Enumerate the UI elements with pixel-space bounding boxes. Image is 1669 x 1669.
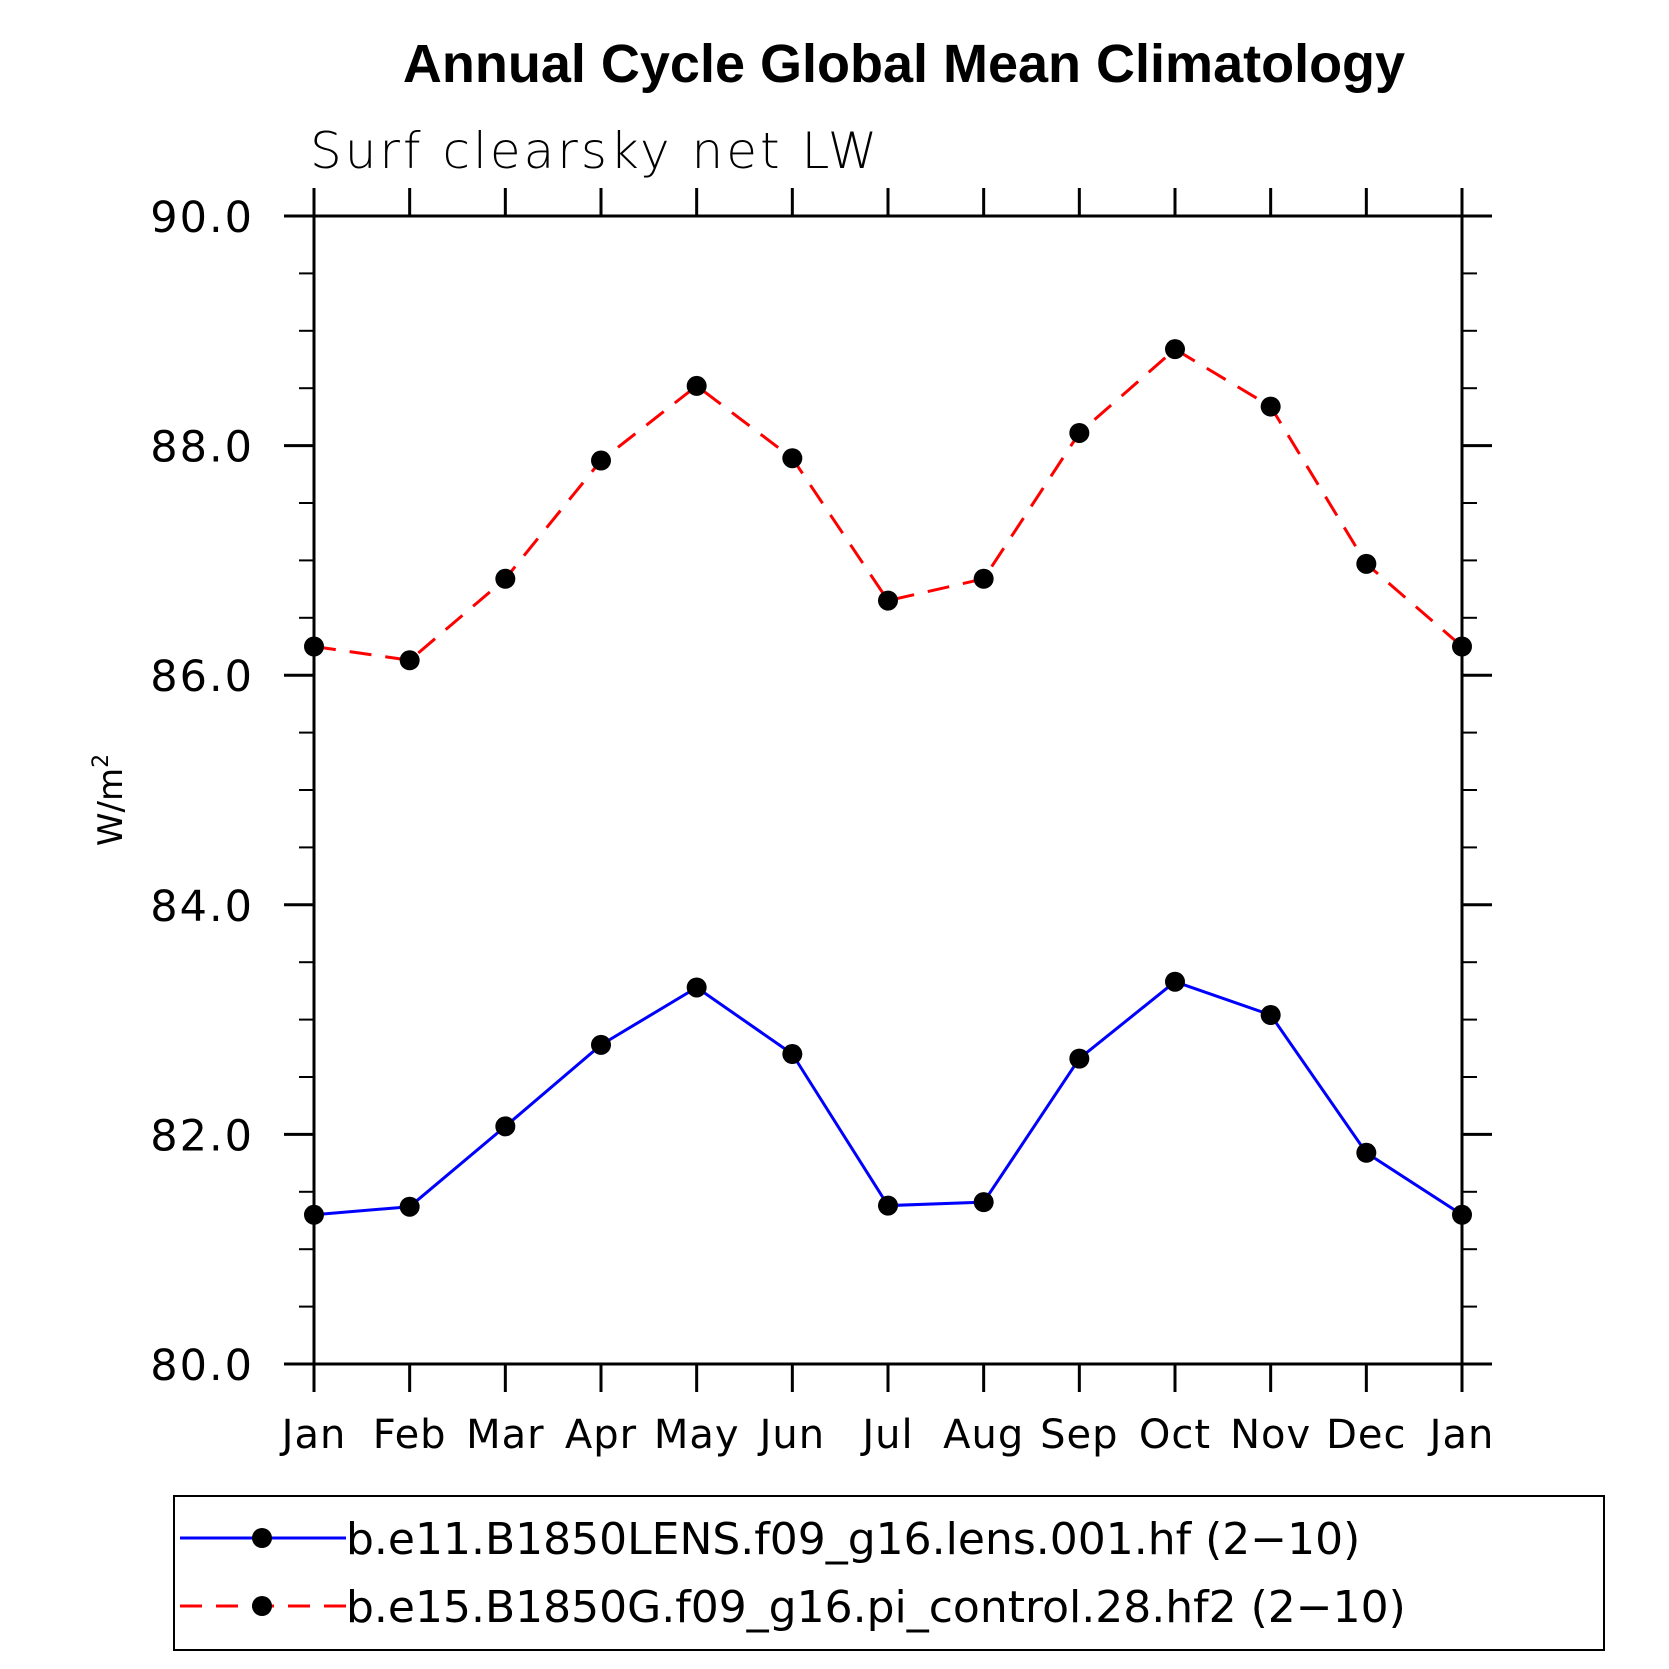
legend-label-blue: b.e11.B1850LENS.f09_g16.lens.001.hf (2−1…: [346, 1514, 1360, 1565]
x-tick-label: May: [654, 1412, 740, 1458]
x-tick-label: Nov: [1230, 1412, 1311, 1458]
plot-frame: [312, 214, 1464, 1366]
series-line-1: [313, 347, 1463, 662]
y-tick-label: 88.0: [150, 423, 254, 473]
x-tick-label: Sep: [1040, 1412, 1118, 1458]
x-tick-label: Apr: [565, 1412, 637, 1458]
svg-text:W/m2: W/m2: [89, 754, 131, 846]
data-point-series-1: [878, 590, 898, 611]
legend-box: [173, 1495, 1605, 1651]
series-lines: [313, 347, 1463, 1217]
x-tick-label: Jan: [279, 1412, 347, 1458]
chart-subtitle: Surf clearsky net LW: [310, 122, 880, 180]
data-point-series-0: [591, 1034, 611, 1055]
x-tick-label: Aug: [943, 1412, 1024, 1458]
y-tick-label: 84.0: [150, 882, 254, 932]
data-point-series-0: [495, 1116, 516, 1137]
data-point-series-0: [1452, 1204, 1472, 1225]
y-tick-label: 80.0: [150, 1341, 254, 1391]
y-axis-label-base: W/m: [91, 768, 131, 846]
y-tick-label: 86.0: [150, 652, 254, 702]
x-tick-label: Oct: [1139, 1412, 1211, 1458]
data-point-series-0: [304, 1204, 324, 1225]
data-point-series-1: [1452, 636, 1472, 657]
data-point-series-0: [1260, 1005, 1281, 1026]
data-point-series-0: [686, 977, 707, 998]
data-point-series-0: [878, 1195, 898, 1216]
legend-marker-red: [252, 1596, 272, 1616]
data-point-series-0: [399, 1196, 420, 1217]
data-point-series-1: [1165, 339, 1185, 360]
data-point-series-1: [1260, 396, 1281, 417]
series-markers: [304, 339, 1472, 1225]
legend-label-red: b.e15.B1850G.f09_g16.pi_control.28.hf2 (…: [346, 1582, 1406, 1633]
series-line-0: [313, 980, 1463, 1217]
y-axis-label-superscript: 2: [89, 754, 114, 768]
data-point-series-0: [1069, 1048, 1090, 1069]
data-point-series-0: [1356, 1142, 1377, 1163]
data-point-series-1: [495, 568, 516, 589]
legend-marker-blue: [252, 1528, 272, 1548]
data-point-series-1: [1069, 422, 1090, 443]
y-tick-label: 82.0: [150, 1111, 254, 1161]
x-tick-label: Feb: [373, 1412, 447, 1458]
x-tick-label: Dec: [1326, 1412, 1406, 1458]
data-point-series-0: [1165, 971, 1185, 992]
chart-title: Annual Cycle Global Mean Climatology: [403, 34, 1405, 94]
y-axis-label: W/m2: [89, 754, 131, 846]
data-point-series-1: [782, 448, 803, 469]
axis-ticks: [284, 188, 1492, 1392]
legend: b.e11.B1850LENS.f09_g16.lens.001.hf (2−1…: [173, 1495, 1605, 1651]
data-point-series-1: [973, 568, 994, 589]
x-tick-labels: Jan Feb Mar Apr May Jun Jul Aug Sep Oct Nov Dec Jan: [279, 1412, 1495, 1458]
data-point-series-0: [973, 1192, 994, 1213]
x-tick-label: Jul: [859, 1412, 913, 1458]
y-tick-label: 90.0: [150, 193, 254, 243]
data-point-series-1: [1356, 553, 1377, 574]
x-tick-label: Jun: [757, 1412, 826, 1458]
data-point-series-1: [304, 636, 324, 657]
data-point-series-1: [591, 450, 611, 471]
data-point-series-0: [782, 1044, 803, 1065]
data-point-series-1: [686, 375, 707, 396]
x-tick-label: Mar: [466, 1412, 544, 1458]
x-tick-label: Jan: [1427, 1412, 1495, 1458]
data-point-series-1: [399, 650, 420, 671]
y-tick-labels: 80.0 82.0 84.0 86.0 88.0 90.0: [150, 193, 254, 1391]
